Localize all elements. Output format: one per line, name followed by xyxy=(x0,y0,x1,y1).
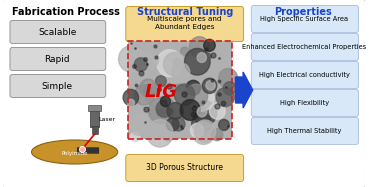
Text: Enhanced Electrochemical Properties: Enhanced Electrochemical Properties xyxy=(242,44,367,50)
Circle shape xyxy=(135,85,154,105)
Circle shape xyxy=(166,118,179,131)
Text: Fabrication Process: Fabrication Process xyxy=(12,7,120,17)
Circle shape xyxy=(172,117,185,131)
Text: High Flexibility: High Flexibility xyxy=(280,100,329,106)
Circle shape xyxy=(194,120,216,142)
Text: Scalable: Scalable xyxy=(38,27,77,36)
Circle shape xyxy=(139,81,164,108)
Circle shape xyxy=(172,63,190,82)
Circle shape xyxy=(144,84,157,98)
Circle shape xyxy=(167,102,183,119)
Circle shape xyxy=(160,96,170,107)
Circle shape xyxy=(211,129,223,141)
Circle shape xyxy=(184,48,210,75)
Circle shape xyxy=(206,81,215,90)
Circle shape xyxy=(191,123,204,137)
Bar xyxy=(92,126,98,134)
Bar xyxy=(90,109,99,127)
Circle shape xyxy=(168,92,185,109)
Circle shape xyxy=(147,79,167,100)
Circle shape xyxy=(216,88,234,107)
Circle shape xyxy=(174,84,195,105)
Circle shape xyxy=(204,39,215,51)
Text: Polyimide: Polyimide xyxy=(61,151,88,157)
Bar xyxy=(128,41,232,139)
Circle shape xyxy=(186,84,208,107)
Circle shape xyxy=(130,56,145,71)
Circle shape xyxy=(209,103,225,119)
Circle shape xyxy=(202,78,217,94)
Circle shape xyxy=(189,85,214,111)
Circle shape xyxy=(134,58,147,71)
Circle shape xyxy=(218,119,229,131)
FancyArrow shape xyxy=(235,72,253,108)
Ellipse shape xyxy=(31,140,118,164)
Circle shape xyxy=(173,58,182,67)
Circle shape xyxy=(197,53,206,62)
Circle shape xyxy=(140,79,157,97)
Circle shape xyxy=(218,68,238,88)
Circle shape xyxy=(180,103,195,119)
FancyBboxPatch shape xyxy=(10,74,106,97)
Circle shape xyxy=(164,52,186,76)
Text: Simple: Simple xyxy=(42,82,73,91)
Circle shape xyxy=(123,89,139,106)
Text: High Specific Surface Area: High Specific Surface Area xyxy=(260,16,349,22)
Text: 3D Porous Structure: 3D Porous Structure xyxy=(146,163,223,172)
FancyBboxPatch shape xyxy=(251,62,358,88)
Circle shape xyxy=(180,47,189,56)
Circle shape xyxy=(193,122,214,144)
Circle shape xyxy=(119,46,144,72)
Circle shape xyxy=(130,132,140,142)
Circle shape xyxy=(133,53,149,70)
Circle shape xyxy=(159,63,179,84)
Text: Properties: Properties xyxy=(274,7,332,17)
Text: Multiscale pores and
Abundant Edges: Multiscale pores and Abundant Edges xyxy=(147,16,222,30)
FancyBboxPatch shape xyxy=(77,148,99,153)
FancyBboxPatch shape xyxy=(251,90,358,117)
Circle shape xyxy=(144,53,158,68)
Circle shape xyxy=(149,97,174,124)
Circle shape xyxy=(172,84,187,101)
Circle shape xyxy=(210,84,217,90)
Bar xyxy=(88,105,101,111)
FancyBboxPatch shape xyxy=(251,117,358,145)
Circle shape xyxy=(156,100,172,117)
Text: Structural Tuning: Structural Tuning xyxy=(138,7,234,17)
FancyBboxPatch shape xyxy=(251,33,358,61)
Circle shape xyxy=(193,101,217,125)
Circle shape xyxy=(205,53,211,60)
Circle shape xyxy=(197,107,207,117)
Circle shape xyxy=(164,98,174,108)
Circle shape xyxy=(157,50,183,77)
FancyBboxPatch shape xyxy=(10,47,106,70)
FancyBboxPatch shape xyxy=(251,5,358,33)
FancyBboxPatch shape xyxy=(10,21,106,44)
Circle shape xyxy=(223,82,236,95)
Text: Rapid: Rapid xyxy=(45,54,70,64)
Text: LIG: LIG xyxy=(144,83,177,101)
Circle shape xyxy=(127,99,135,107)
Circle shape xyxy=(147,120,173,147)
Circle shape xyxy=(164,132,173,141)
Circle shape xyxy=(189,37,209,58)
Circle shape xyxy=(129,114,149,135)
FancyBboxPatch shape xyxy=(126,154,243,182)
Text: High Electrical conductivity: High Electrical conductivity xyxy=(259,72,350,78)
Text: High Thermal Stability: High Thermal Stability xyxy=(267,128,342,134)
Circle shape xyxy=(157,108,164,116)
Circle shape xyxy=(180,99,200,120)
Circle shape xyxy=(145,82,170,109)
FancyBboxPatch shape xyxy=(2,0,366,187)
Circle shape xyxy=(192,113,211,133)
Circle shape xyxy=(186,80,201,95)
Bar xyxy=(128,41,232,139)
FancyBboxPatch shape xyxy=(126,7,243,42)
Circle shape xyxy=(155,76,166,87)
Text: Laser: Laser xyxy=(99,117,116,122)
